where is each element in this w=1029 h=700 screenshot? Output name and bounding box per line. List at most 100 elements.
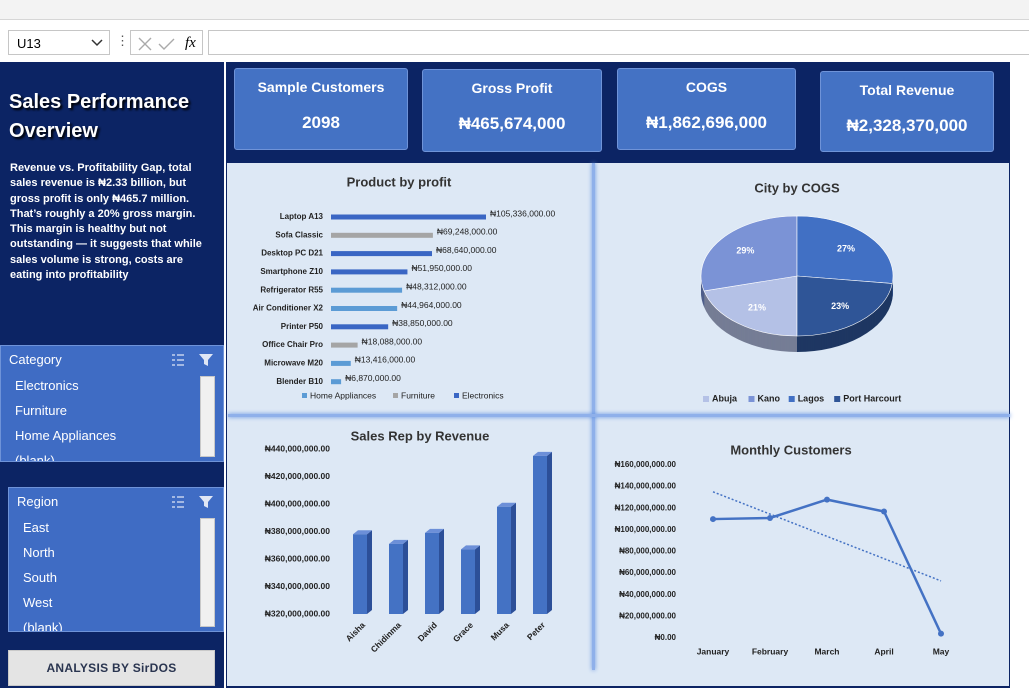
- legend-swatch: [788, 396, 795, 402]
- bar: [331, 324, 389, 330]
- point: [767, 514, 773, 521]
- bar-side: [511, 502, 516, 614]
- pie-slice: [796, 215, 894, 284]
- scrollbar: [200, 376, 215, 457]
- x-tick-label: April: [874, 646, 893, 656]
- footer-badge: ANALYSIS BY SirDOS: [8, 650, 215, 686]
- bar-top: [461, 545, 480, 550]
- value-label: ₦13,416,000.00: [355, 355, 416, 365]
- category-label: Printer P50: [281, 322, 324, 331]
- y-tick-label: ₦140,000,000.00: [615, 482, 677, 491]
- legend-label: Kano: [758, 393, 781, 403]
- kpi-value: ₦1,862,696,000: [646, 113, 767, 132]
- y-tick-label: ₦440,000,000.00: [265, 443, 330, 453]
- y-tick-label: ₦100,000,000.00: [615, 525, 677, 534]
- value-label: ₦38,850,000.00: [392, 318, 453, 328]
- dropdown-icon: [91, 39, 103, 47]
- value-label: ₦48,312,000.00: [406, 281, 467, 291]
- slicer-icons[interactable]: [171, 353, 215, 367]
- legend-swatch: [703, 396, 709, 402]
- kpi-value: ₦2,328,370,000: [846, 116, 968, 135]
- value-label: ₦51,950,000.00: [411, 263, 472, 273]
- bar: [331, 269, 408, 275]
- slice-label: 21%: [748, 303, 766, 313]
- x-tick-label: Chidinma: [369, 620, 404, 655]
- kpi-value: ₦465,674,000: [458, 114, 566, 133]
- bar-top: [353, 530, 372, 535]
- bar-side: [403, 539, 408, 614]
- bar-top: [533, 451, 552, 456]
- trendline: [712, 491, 942, 582]
- bar-side: [475, 545, 480, 614]
- y-tick-label: ₦160,000,000.00: [615, 460, 677, 469]
- bar: [461, 549, 475, 614]
- bar-top: [389, 539, 408, 544]
- slicer-item[interactable]: (blank): [15, 453, 55, 462]
- point: [824, 496, 830, 503]
- x-tick-label: Peter: [525, 619, 548, 642]
- category-label: Air Conditioner X2: [253, 304, 324, 313]
- legend-swatch: [834, 396, 841, 402]
- slicer-item[interactable]: Furniture: [15, 403, 68, 418]
- category-label: Blender B10: [276, 377, 323, 386]
- bar-side: [367, 530, 372, 614]
- sidebar-description: Revenue vs. Profitability Gap, total sal…: [10, 162, 202, 282]
- slice-label: 29%: [736, 245, 754, 255]
- slicer-item[interactable]: Electronics: [15, 378, 79, 393]
- y-tick-label: ₦120,000,000.00: [615, 503, 677, 512]
- bar: [331, 232, 433, 238]
- bar: [331, 379, 342, 385]
- slicer-item[interactable]: Home Appliances: [15, 428, 117, 443]
- legend-swatch: [454, 393, 459, 398]
- category-label: Sofa Classic: [275, 230, 323, 239]
- y-tick-label: ₦400,000,000.00: [265, 498, 330, 508]
- value-label: ₦69,248,000.00: [437, 227, 498, 237]
- legend-swatch: [302, 393, 307, 398]
- slicer-title: Region: [17, 494, 59, 509]
- x-tick-label: May: [933, 646, 950, 656]
- pie-slice: [703, 275, 798, 337]
- kpi-label: COGS: [685, 79, 728, 95]
- bar: [353, 534, 367, 614]
- fx-button[interactable]: fx: [185, 35, 196, 51]
- legend-swatch: [393, 393, 398, 398]
- point: [710, 516, 716, 523]
- bar: [331, 342, 358, 348]
- category-label: Office Chair Pro: [262, 340, 323, 349]
- y-tick-label: ₦320,000,000.00: [265, 608, 330, 618]
- slice-label: 23%: [831, 301, 849, 311]
- chart-title: Product by profit: [347, 174, 452, 189]
- value-label: ₦6,870,000.00: [345, 373, 401, 383]
- slicer-item[interactable]: (blank): [23, 620, 63, 632]
- name-box[interactable]: U13: [8, 30, 110, 55]
- slicer-title: Category: [9, 352, 62, 367]
- kpi-label: Gross Profit: [471, 80, 553, 96]
- bar: [331, 360, 351, 366]
- pie-slice: [796, 275, 893, 337]
- slicer-item[interactable]: West: [23, 595, 53, 610]
- kpi-card: COGS ₦1,862,696,000: [617, 68, 796, 150]
- legend-label: Home Appliances: [310, 390, 376, 400]
- cancel-enter-icons: [138, 37, 175, 51]
- x-tick-label: February: [752, 646, 789, 656]
- more-dots: ⋮: [116, 33, 129, 48]
- x-tick-label: David: [416, 620, 439, 643]
- kpi-card: Sample Customers 2098: [234, 68, 408, 150]
- slicer-item[interactable]: North: [23, 545, 55, 560]
- bar-side: [439, 528, 444, 614]
- category-label: Smartphone Z10: [260, 267, 323, 276]
- category-label: Refrigerator R55: [260, 285, 323, 294]
- legend-label: Furniture: [401, 390, 435, 400]
- y-tick-label: ₦20,000,000.00: [619, 611, 676, 620]
- value-label: ₦18,088,000.00: [362, 336, 423, 346]
- point: [938, 630, 944, 637]
- kpi-value: 2098: [302, 113, 340, 132]
- slicer: Region East North South West (blank): [8, 487, 224, 632]
- slicer-icons[interactable]: [171, 495, 215, 509]
- x-tick-label: Grace: [451, 620, 475, 644]
- bar: [331, 251, 433, 257]
- slicer-item[interactable]: South: [23, 570, 57, 585]
- slicer-item[interactable]: East: [23, 520, 50, 535]
- formula-input[interactable]: [208, 30, 1029, 55]
